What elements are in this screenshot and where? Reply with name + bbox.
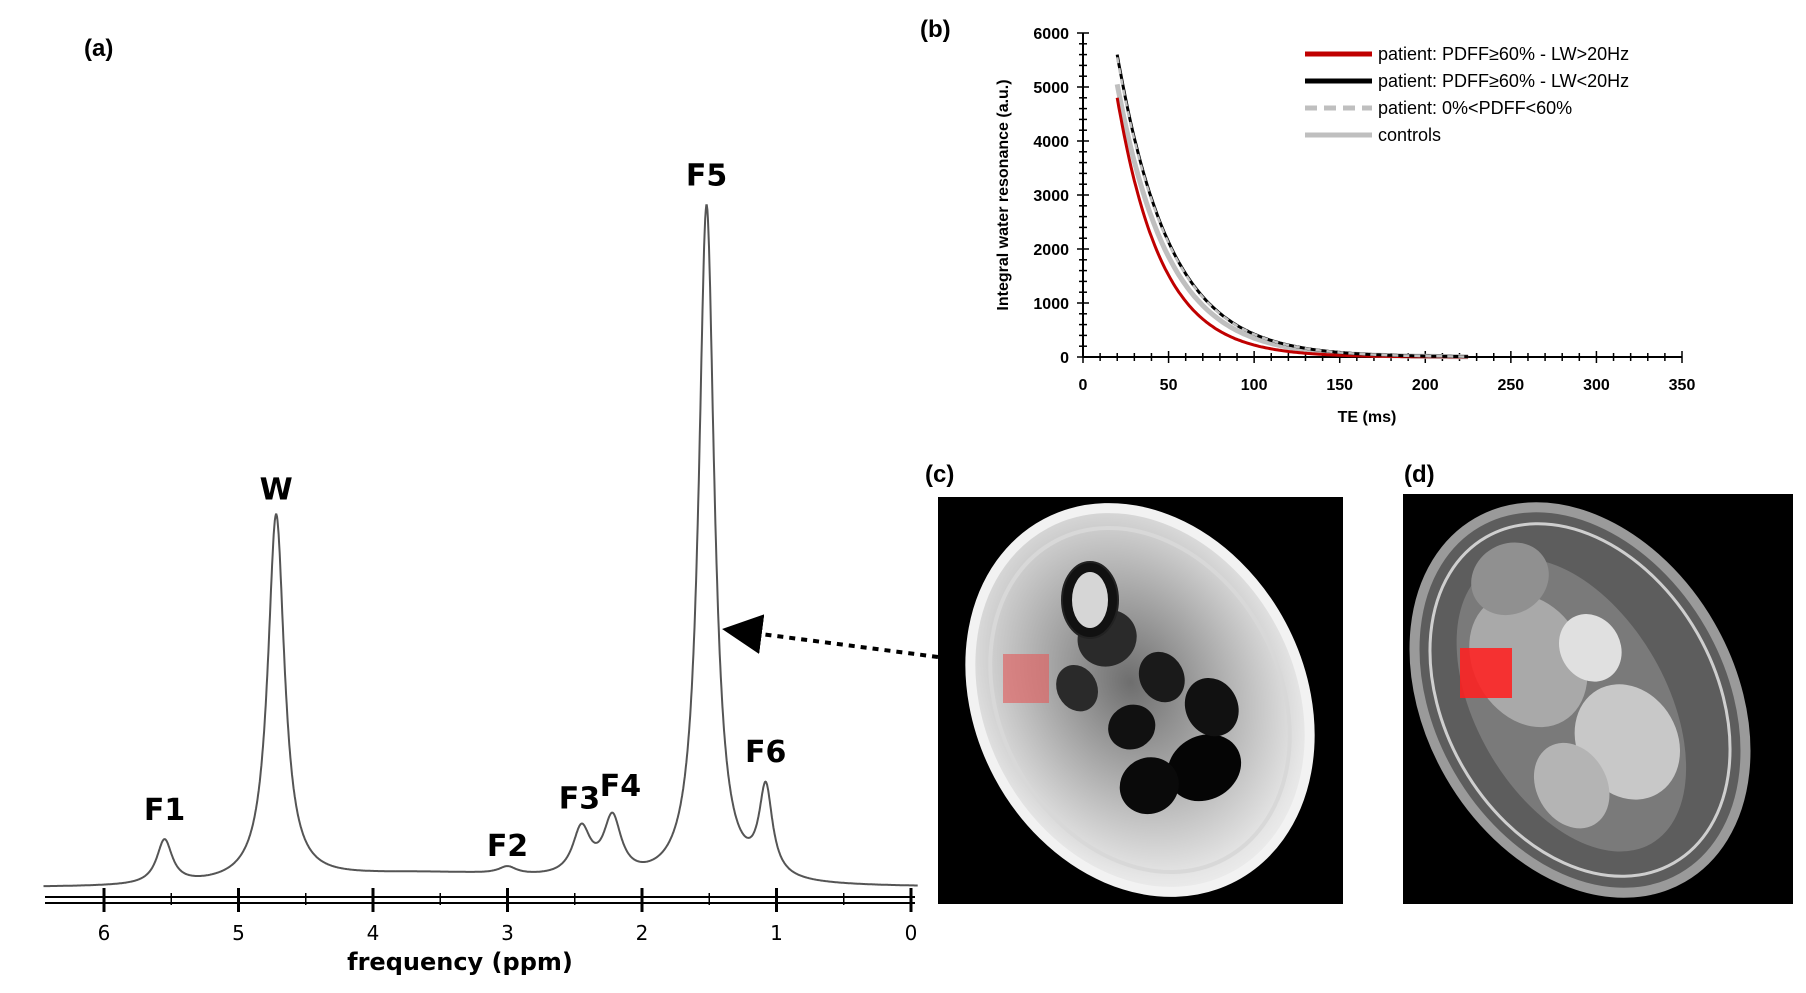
roi-square (1460, 648, 1512, 698)
x-tick-label-0: 0 (905, 921, 918, 945)
x-tick-label-100: 100 (1241, 377, 1268, 394)
roi-square (1003, 654, 1049, 703)
mri-image-d (1403, 494, 1793, 904)
series-lines (1114, 54, 1469, 360)
leg-cross-section (965, 503, 1315, 897)
peak-label-f4: F4 (600, 769, 641, 804)
y-tick-label-0: 0 (1060, 350, 1069, 367)
legend-label-2: patient: 0%<PDFF<60% (1378, 98, 1572, 118)
x-axis-title: frequency (ppm) (347, 948, 573, 976)
peak-label-f2: F2 (487, 829, 528, 864)
mri-image-c (938, 497, 1343, 904)
series-line-1 (1115, 54, 1469, 359)
legend: patient: PDFF≥60% - LW>20Hz patient: PDFF… (1305, 44, 1629, 145)
y-tick-label-5000: 5000 (1033, 80, 1069, 97)
x-tick-label-6: 6 (98, 921, 111, 945)
legend-label-1: patient: PDFF≥60% - LW<20Hz (1378, 71, 1629, 91)
peak-label-f6: F6 (745, 735, 786, 770)
x-tick-label-0: 0 (1079, 377, 1088, 394)
tick-labels: 0 50 100 150 200 250 300 350 0 1000 2000 3000 4000 50… (1033, 26, 1695, 394)
peak-labels: F1 W F2 F3 F4 F5 F6 (144, 158, 787, 864)
y-tick-label-6000: 6000 (1033, 26, 1069, 43)
x-tick-label-150: 150 (1326, 377, 1353, 394)
spectrum-chart: 6 5 4 3 2 1 0 F1 W F2 F3 F4 F5 F6 frequency (ppm) (43, 158, 918, 976)
x-tick-labels: 6 5 4 3 2 1 0 (98, 921, 918, 945)
peak-label-f5: F5 (686, 158, 727, 193)
x-ticks (102, 888, 913, 912)
y-axis-title: Integral water resonance (a.u.) (995, 79, 1012, 310)
bone-marrow (1072, 572, 1108, 628)
x-axis-title: TE (ms) (1338, 409, 1397, 426)
x-tick-label-2: 2 (636, 921, 649, 945)
peak-label-w: W (260, 473, 293, 508)
panel-label-d: (d) (1404, 461, 1435, 488)
panel-label-a: (a) (84, 35, 113, 62)
fat-fraction-cross-section (1409, 502, 1751, 898)
x-tick-label-5: 5 (232, 921, 245, 945)
legend-label-0: patient: PDFF≥60% - LW>20Hz (1378, 44, 1629, 64)
spectrum-line (43, 204, 918, 888)
y-tick-label-4000: 4000 (1033, 134, 1069, 151)
peak-label-f1: F1 (144, 793, 185, 828)
y-tick-label-2000: 2000 (1033, 242, 1069, 259)
y-tick-label-1000: 1000 (1033, 296, 1069, 313)
x-tick-label-300: 300 (1583, 377, 1610, 394)
decay-chart: 0 50 100 150 200 250 300 350 0 1000 2000 3000 4000 50… (995, 26, 1695, 426)
x-tick-label-200: 200 (1412, 377, 1439, 394)
x-tick-label-350: 350 (1669, 377, 1696, 394)
panel-label-c: (c) (925, 461, 954, 488)
x-tick-label-3: 3 (501, 921, 514, 945)
series-line-2 (1115, 57, 1469, 358)
legend-label-3: controls (1378, 125, 1441, 145)
ticks (1077, 32, 1683, 363)
dotted-arrow (722, 614, 939, 659)
x-tick-label-1: 1 (770, 921, 783, 945)
panel-label-b: (b) (920, 16, 951, 43)
x-tick-label-50: 50 (1160, 377, 1178, 394)
x-tick-label-4: 4 (367, 921, 380, 945)
y-tick-label-3000: 3000 (1033, 188, 1069, 205)
peak-label-f3: F3 (559, 782, 600, 817)
x-tick-label-250: 250 (1498, 377, 1525, 394)
